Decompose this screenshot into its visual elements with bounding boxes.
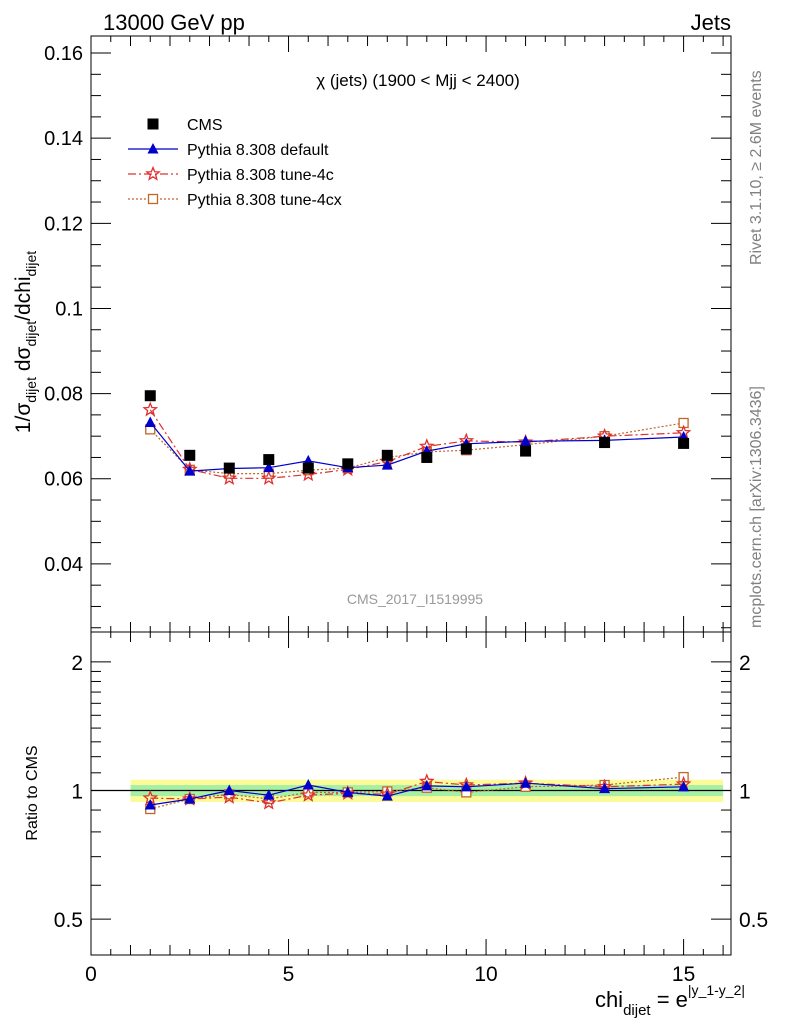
xlabel-sup: |y_1-y_2| xyxy=(688,982,745,998)
main-ticks: 0.04 0.06 0.08 0.1 0.12 0.14 0.16 xyxy=(44,36,731,632)
ratio-data-point xyxy=(342,786,354,797)
main-data-point xyxy=(302,462,314,474)
main-title: χ (jets) (1900 < Mjj < 2400) xyxy=(316,71,520,90)
ratio-ytick-label-right: 2 xyxy=(739,652,751,675)
main-data-point xyxy=(678,437,690,449)
main-series-line xyxy=(149,422,684,475)
xlabel-sub: dijet xyxy=(623,1002,651,1019)
xlabel: chidijet = e|y_1-y_2| xyxy=(595,982,745,1019)
legend-marker xyxy=(147,143,159,154)
ylabel-part-c: /dchi xyxy=(12,276,35,320)
main-ytick-label: 0.12 xyxy=(44,213,83,235)
side-label-mcplots: mcplots.cern.ch [arXiv:1306.3436] xyxy=(748,386,765,628)
main-data-point xyxy=(342,458,354,470)
main-ytick-label: 0.04 xyxy=(44,554,83,576)
legend-label: Pythia 8.308 tune-4cx xyxy=(187,192,342,209)
ratio-data-point xyxy=(460,780,472,792)
main-data-point xyxy=(520,445,532,457)
ratio-data-point xyxy=(302,779,314,790)
xtick-label: 0 xyxy=(85,963,97,986)
main-series xyxy=(142,390,692,486)
main-ytick-label: 0.06 xyxy=(44,469,83,491)
main-series-line xyxy=(149,409,684,479)
header-left: 13000 GeV pp xyxy=(103,10,245,35)
legend-marker xyxy=(147,193,159,205)
ratio-data-point xyxy=(144,798,156,810)
main-data-point xyxy=(260,470,277,486)
main-ylabel: 1/σdijet dσdijet/dchidijet xyxy=(12,251,39,433)
ratio-series-group xyxy=(144,777,690,810)
main-data-point xyxy=(184,449,196,461)
ratio-data-point xyxy=(381,790,393,801)
ratio-plot-frame xyxy=(90,631,732,956)
ratio-data-point xyxy=(221,788,238,804)
side-label-rivet: Rivet 3.1.10, ≥ 2.6M events xyxy=(748,70,765,265)
main-data-point xyxy=(460,443,472,455)
legend-marker xyxy=(145,165,161,181)
ratio-data-point xyxy=(223,784,235,796)
main-data-point xyxy=(142,401,159,417)
xlabel-eq: = e xyxy=(651,987,688,1012)
xtick-label: 15 xyxy=(672,963,695,986)
ratio-ticks: 0.5 0.5 1 1 2 2 0 5 10 15 xyxy=(54,632,768,986)
main-data-point xyxy=(144,390,156,402)
legend: CMS Pythia 8.308 default Pythia 8.308 tune… xyxy=(128,117,342,209)
ratio-ytick-label-left: 0.5 xyxy=(54,909,83,932)
ylabel-sub-c: dijet xyxy=(23,251,39,277)
ratio-ytick-label-left: 1 xyxy=(71,781,83,804)
main-ytick-label: 0.1 xyxy=(55,298,83,320)
main-data-point xyxy=(263,461,275,473)
ratio-data-point xyxy=(520,777,532,788)
ratio-ylabel: Ratio to CMS xyxy=(24,745,41,840)
ratio-data-point xyxy=(678,780,690,792)
xtick-label: 10 xyxy=(474,963,497,986)
main-data-point xyxy=(381,459,393,470)
ratio-data-point xyxy=(421,779,433,791)
ratio-ytick-label-right: 0.5 xyxy=(739,909,768,932)
main-data-point xyxy=(599,437,611,449)
ratio-data-point xyxy=(599,782,611,794)
main-ytick-label: 0.14 xyxy=(44,128,83,150)
ylabel-part-b: dσ xyxy=(12,347,35,378)
main-data-point xyxy=(144,416,156,428)
watermark: CMS_2017_I1519995 xyxy=(347,591,483,607)
main-data-point xyxy=(421,451,433,463)
main-data-point xyxy=(223,462,235,474)
legend-label: CMS xyxy=(187,117,223,134)
main-data-point xyxy=(184,465,196,476)
ratio-series xyxy=(142,771,692,815)
ylabel-sub-b: dijet xyxy=(23,321,39,347)
main-data-point xyxy=(263,454,275,466)
legend-label: Pythia 8.308 default xyxy=(187,142,329,159)
main-data-point xyxy=(221,470,238,486)
ratio-data-point xyxy=(263,789,275,800)
ratio-data-point xyxy=(260,794,277,810)
ratio-series-line xyxy=(150,782,684,806)
ylabel-sub-a: dijet xyxy=(23,377,39,403)
main-series-line xyxy=(149,422,684,472)
ratio-data-point xyxy=(184,793,196,804)
header-right: Jets xyxy=(691,10,731,35)
ratio-ytick-label-right: 1 xyxy=(739,781,751,804)
ratio-ytick-label-left: 2 xyxy=(71,652,83,675)
main-data-point xyxy=(520,435,532,446)
main-ytick-label: 0.16 xyxy=(44,43,83,65)
main-series-group xyxy=(144,390,690,474)
ylabel-part-a: 1/σ xyxy=(12,403,35,434)
main-ytick-label: 0.08 xyxy=(44,384,83,406)
legend-marker xyxy=(147,118,159,130)
ratio-data-point xyxy=(300,786,317,802)
main-data-point xyxy=(381,449,393,461)
xtick-label: 5 xyxy=(283,963,295,986)
xlabel-base: chi xyxy=(595,987,623,1012)
legend-label: Pythia 8.308 tune-4c xyxy=(187,167,334,184)
